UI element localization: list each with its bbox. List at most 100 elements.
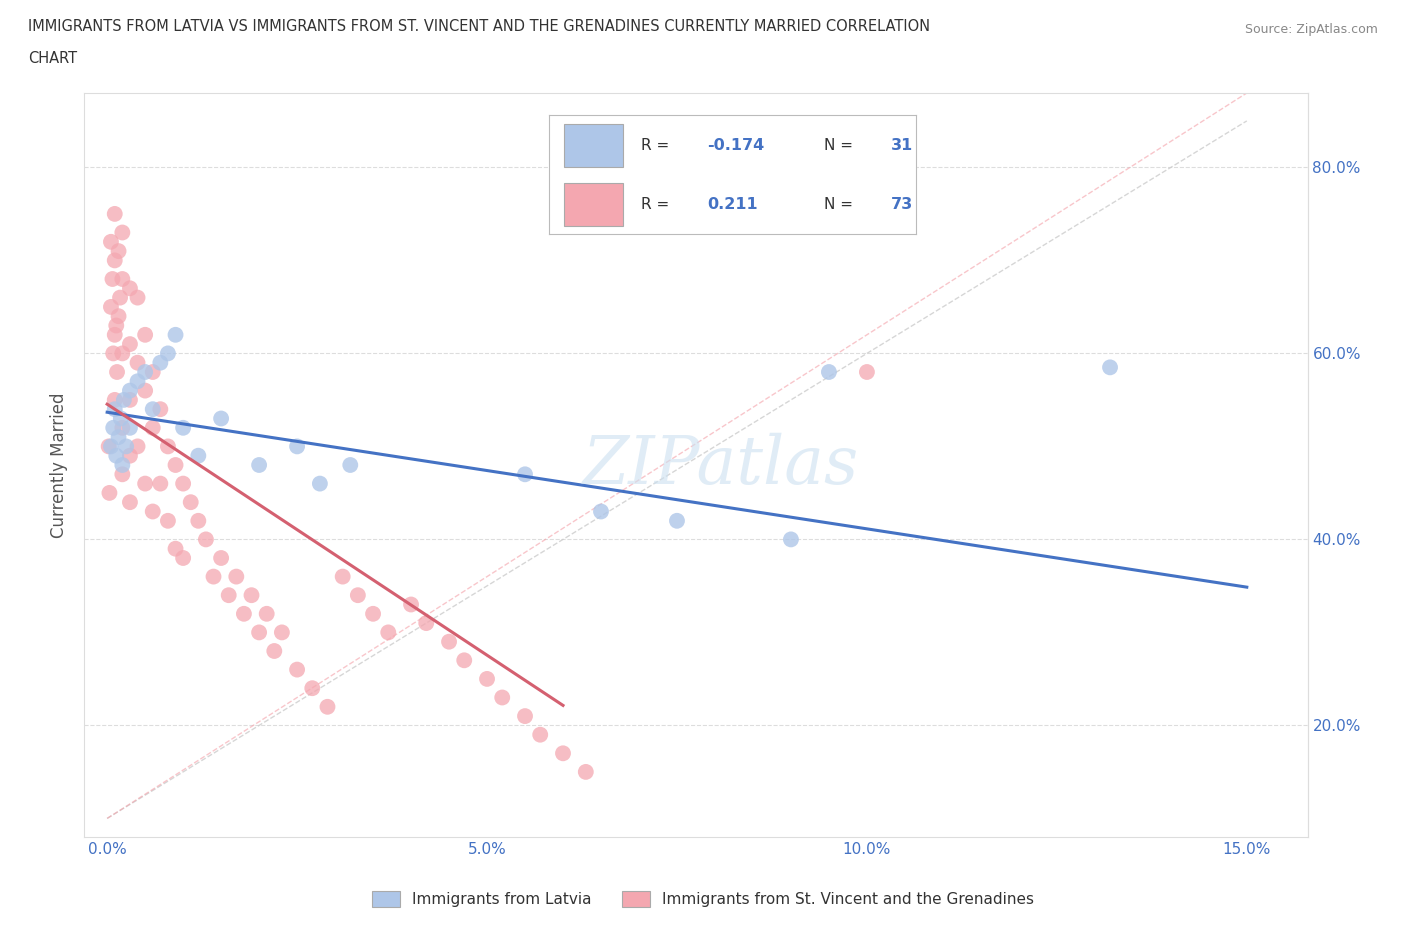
Point xyxy=(118,420,141,435)
Point xyxy=(361,606,384,621)
Point xyxy=(118,448,141,463)
Point xyxy=(247,625,270,640)
Point xyxy=(156,439,179,454)
Point xyxy=(209,551,232,565)
Point xyxy=(194,532,217,547)
Point xyxy=(818,365,841,379)
Point xyxy=(149,402,172,417)
Point xyxy=(105,448,128,463)
Point xyxy=(107,309,129,324)
Point xyxy=(285,662,308,677)
Point xyxy=(100,234,122,249)
Point xyxy=(187,513,209,528)
Point xyxy=(165,327,187,342)
Y-axis label: Currently Married: Currently Married xyxy=(51,392,69,538)
Text: Source: ZipAtlas.com: Source: ZipAtlas.com xyxy=(1244,23,1378,36)
Point xyxy=(127,290,149,305)
Point xyxy=(156,513,179,528)
Point xyxy=(202,569,225,584)
Point xyxy=(1099,360,1122,375)
Point xyxy=(103,346,125,361)
Point xyxy=(575,764,598,779)
Point xyxy=(180,495,202,510)
Point xyxy=(513,709,536,724)
Point xyxy=(104,327,127,342)
Point xyxy=(134,327,156,342)
Point xyxy=(115,439,138,454)
Point xyxy=(187,448,209,463)
Point xyxy=(104,392,127,407)
Point xyxy=(270,625,292,640)
Point xyxy=(551,746,574,761)
Point xyxy=(142,504,165,519)
Point xyxy=(316,699,339,714)
Point xyxy=(475,671,498,686)
Point xyxy=(589,504,612,519)
Point xyxy=(156,346,179,361)
Point xyxy=(111,225,134,240)
Point xyxy=(256,606,278,621)
Point xyxy=(111,467,134,482)
Point xyxy=(104,206,127,221)
Point xyxy=(98,485,121,500)
Point xyxy=(101,272,124,286)
Point xyxy=(97,439,120,454)
Point xyxy=(172,476,194,491)
Point xyxy=(339,458,361,472)
Point xyxy=(134,476,156,491)
Point xyxy=(127,439,149,454)
Point xyxy=(149,476,172,491)
Point xyxy=(105,365,128,379)
Point xyxy=(142,402,165,417)
Point xyxy=(225,569,247,584)
Point xyxy=(332,569,354,584)
Point xyxy=(665,513,688,528)
Point xyxy=(165,458,187,472)
Point xyxy=(134,365,156,379)
Point xyxy=(100,299,122,314)
Point xyxy=(513,467,536,482)
Point xyxy=(149,355,172,370)
Point xyxy=(301,681,323,696)
Point xyxy=(110,411,132,426)
Point xyxy=(134,383,156,398)
Point xyxy=(209,411,232,426)
Point xyxy=(247,458,270,472)
Point xyxy=(856,365,879,379)
Text: CHART: CHART xyxy=(28,51,77,66)
Point xyxy=(118,495,141,510)
Point xyxy=(127,355,149,370)
Point xyxy=(104,253,127,268)
Point xyxy=(437,634,460,649)
Point xyxy=(118,337,141,352)
Text: IMMIGRANTS FROM LATVIA VS IMMIGRANTS FROM ST. VINCENT AND THE GRENADINES CURRENT: IMMIGRANTS FROM LATVIA VS IMMIGRANTS FRO… xyxy=(28,19,931,33)
Point xyxy=(232,606,254,621)
Point xyxy=(107,244,129,259)
Point xyxy=(112,392,135,407)
Point xyxy=(240,588,263,603)
Point xyxy=(118,281,141,296)
Text: ZIPatlas: ZIPatlas xyxy=(582,432,859,498)
Point xyxy=(105,318,128,333)
Point xyxy=(111,346,134,361)
Point xyxy=(142,420,165,435)
Legend: Immigrants from Latvia, Immigrants from St. Vincent and the Grenadines: Immigrants from Latvia, Immigrants from … xyxy=(366,884,1040,913)
Point xyxy=(529,727,551,742)
Point xyxy=(263,644,285,658)
Point xyxy=(946,848,969,863)
Point xyxy=(415,616,437,631)
Point xyxy=(399,597,422,612)
Point xyxy=(218,588,240,603)
Point xyxy=(118,383,141,398)
Point xyxy=(103,420,125,435)
Point xyxy=(453,653,475,668)
Point xyxy=(111,272,134,286)
Point xyxy=(377,625,399,640)
Point xyxy=(172,551,194,565)
Point xyxy=(309,476,332,491)
Point xyxy=(111,458,134,472)
Point xyxy=(285,439,308,454)
Point xyxy=(491,690,513,705)
Point xyxy=(100,439,122,454)
Point xyxy=(347,588,370,603)
